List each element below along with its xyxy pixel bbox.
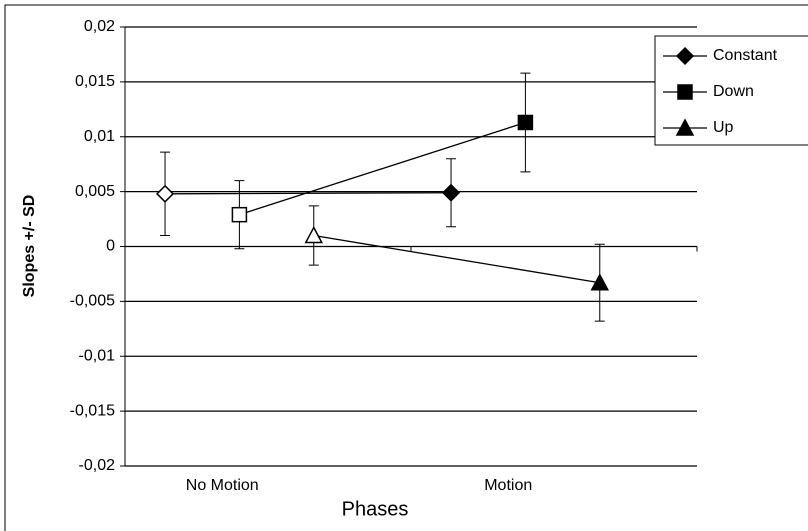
y-tick-label: -0,015 [70, 402, 115, 419]
x-tick-label: No Motion [186, 477, 259, 494]
series-line [239, 121, 526, 216]
y-tick-label: 0,02 [84, 18, 115, 35]
legend-marker [677, 84, 693, 100]
marker [231, 206, 248, 223]
legend-marker [675, 46, 695, 66]
y-tick-label: -0,02 [79, 457, 116, 474]
y-tick-label: -0,005 [70, 293, 115, 310]
y-tick-label: 0,015 [75, 73, 115, 90]
legend-label: Constant [713, 47, 778, 64]
series-line [165, 192, 452, 195]
legend-label: Down [713, 83, 754, 100]
x-tick-label: Motion [484, 477, 532, 494]
y-tick-label: -0,01 [79, 347, 116, 364]
legend-marker [675, 118, 695, 136]
series-line [313, 234, 600, 284]
y-tick-label: 0,01 [84, 128, 115, 145]
marker [590, 273, 610, 291]
marker [441, 183, 461, 202]
marker [304, 225, 324, 244]
x-axis-title: Phases [342, 498, 409, 520]
marker [155, 184, 175, 203]
y-tick-label: 0,005 [75, 183, 115, 200]
marker [517, 114, 534, 131]
legend-label: Up [713, 119, 734, 136]
y-axis-title: Slopes +/- SD [21, 195, 38, 298]
y-tick-label: 0 [106, 238, 115, 255]
